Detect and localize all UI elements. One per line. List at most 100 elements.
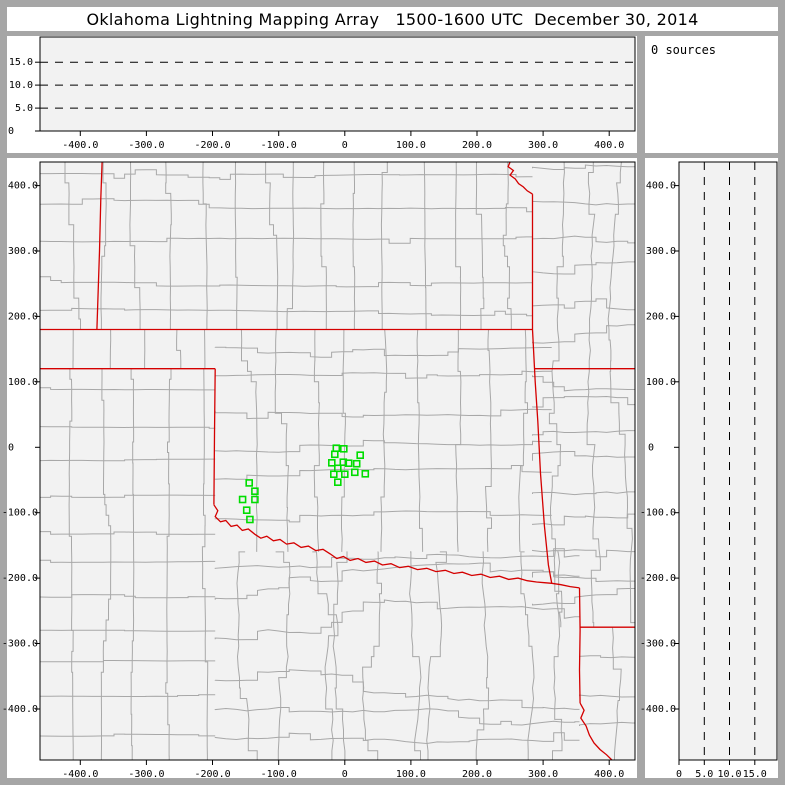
county-line (129, 162, 141, 330)
tick-label: 0 (342, 769, 348, 780)
county-line (484, 329, 492, 552)
county-line (475, 162, 485, 330)
county-line (214, 707, 580, 726)
county-line (416, 329, 424, 552)
county-line (214, 439, 552, 453)
tick-label: 10.0 (717, 769, 741, 780)
tick-label: 15.0 (9, 57, 33, 68)
county-line (341, 329, 346, 552)
county-line (40, 198, 533, 213)
tick-label: 5.0 (695, 769, 713, 780)
county-region (532, 162, 635, 628)
lma-station-marker (242, 506, 251, 515)
tick-label: 300.0 (528, 140, 558, 151)
county-line (579, 721, 635, 726)
county-line (532, 261, 635, 275)
alt-ew-dashed-gridlines (40, 61, 635, 109)
county-line (214, 599, 580, 641)
county-line (320, 162, 327, 330)
county-line (275, 551, 291, 760)
county-line (40, 733, 216, 737)
tick-label: -100.0 (640, 508, 676, 519)
county-line (40, 660, 216, 663)
lma-station-marker (251, 495, 259, 504)
tick-label: 200.0 (462, 140, 492, 151)
lma-station-marker (330, 450, 339, 459)
county-line (40, 236, 533, 244)
tick-label: -300.0 (128, 140, 164, 151)
county-line (579, 655, 635, 659)
tick-label: 400.0 (646, 181, 676, 192)
altitude-ns-plot: 400.0 300.0 200.0 100.0 0 -100.0 -200.0 -300.0 -… (640, 161, 778, 780)
map-ticks: 400.0 300.0 200.0 100.0 0 -100.0 -200.0 -300.0 -… (2, 181, 624, 780)
county-line (265, 162, 279, 330)
tick-label: -200.0 (194, 769, 230, 780)
alt-ns-ticks: 400.0 300.0 200.0 100.0 0 -100.0 -200.0 -300.0 -… (640, 181, 767, 780)
county-region (40, 162, 533, 330)
lma-station-marker (350, 468, 359, 477)
state-border-line (578, 587, 581, 704)
county-line (40, 694, 216, 698)
tick-label: 300.0 (528, 769, 558, 780)
state-borders (40, 162, 635, 760)
county-line (100, 368, 112, 760)
lma-station-marker (245, 479, 253, 487)
county-line (40, 169, 533, 180)
county-line (214, 346, 552, 358)
sources-count-label: 0 sources (651, 43, 717, 57)
county-line (532, 375, 635, 392)
tick-label: -100.0 (2, 508, 38, 519)
county-line (409, 551, 422, 760)
map-frame (39, 161, 636, 761)
alt-ew-plot-area (40, 37, 635, 131)
county-line (532, 298, 635, 311)
county-line (579, 694, 635, 698)
alt-ew-frame (39, 36, 636, 132)
county-line (612, 626, 622, 760)
tick-label: 200.0 (462, 769, 492, 780)
tick-label: 300.0 (8, 246, 38, 257)
alt-ns-dashed-gridlines (703, 162, 756, 760)
county-line (40, 387, 216, 391)
county-line (607, 162, 635, 624)
county-line (548, 162, 565, 628)
county-line (64, 162, 81, 330)
state-border-line (96, 162, 103, 330)
alt-ns-plot-area (679, 162, 777, 760)
altitude-ew-plot: 15.0 10.0 5.0 0 -400.0 -300.0 -200.0 -100.0 0 100… (8, 36, 636, 151)
tick-label: -200.0 (194, 140, 230, 151)
lma-station-marker (238, 495, 247, 504)
tick-label: -100.0 (261, 140, 297, 151)
tick-label: 5.0 (15, 103, 33, 114)
county-line (274, 329, 290, 552)
county-line (532, 324, 635, 344)
lma-station-marker (251, 487, 259, 496)
county-line (214, 562, 580, 600)
county-line (234, 162, 238, 330)
county-region (40, 368, 216, 760)
county-region (214, 548, 580, 760)
county-line (552, 551, 563, 760)
tick-label: 200.0 (8, 311, 38, 322)
alt-ns-frame (678, 161, 778, 761)
county-region (579, 626, 635, 760)
map-plot-area (40, 162, 635, 760)
tick-label: 15.0 (743, 769, 767, 780)
title-bar: Oklahoma Lightning Mapping Array 1500-16… (7, 7, 778, 31)
tick-label: 100.0 (396, 140, 426, 151)
county-line (313, 329, 320, 552)
county-line (532, 430, 635, 436)
state-border-line (213, 368, 216, 505)
state-border-line (213, 504, 580, 589)
county-line (162, 162, 172, 330)
tick-label: -400.0 (62, 769, 98, 780)
tick-label: 100.0 (646, 377, 676, 388)
tick-label: -400.0 (62, 140, 98, 151)
county-line (532, 513, 635, 526)
altitude-ns-panel: 400.0 300.0 200.0 100.0 0 -100.0 -200.0 -300.0 -… (640, 158, 778, 780)
county-line (532, 164, 635, 170)
county-line (40, 559, 216, 563)
county-line (214, 408, 552, 420)
tick-label: -300.0 (2, 639, 38, 650)
